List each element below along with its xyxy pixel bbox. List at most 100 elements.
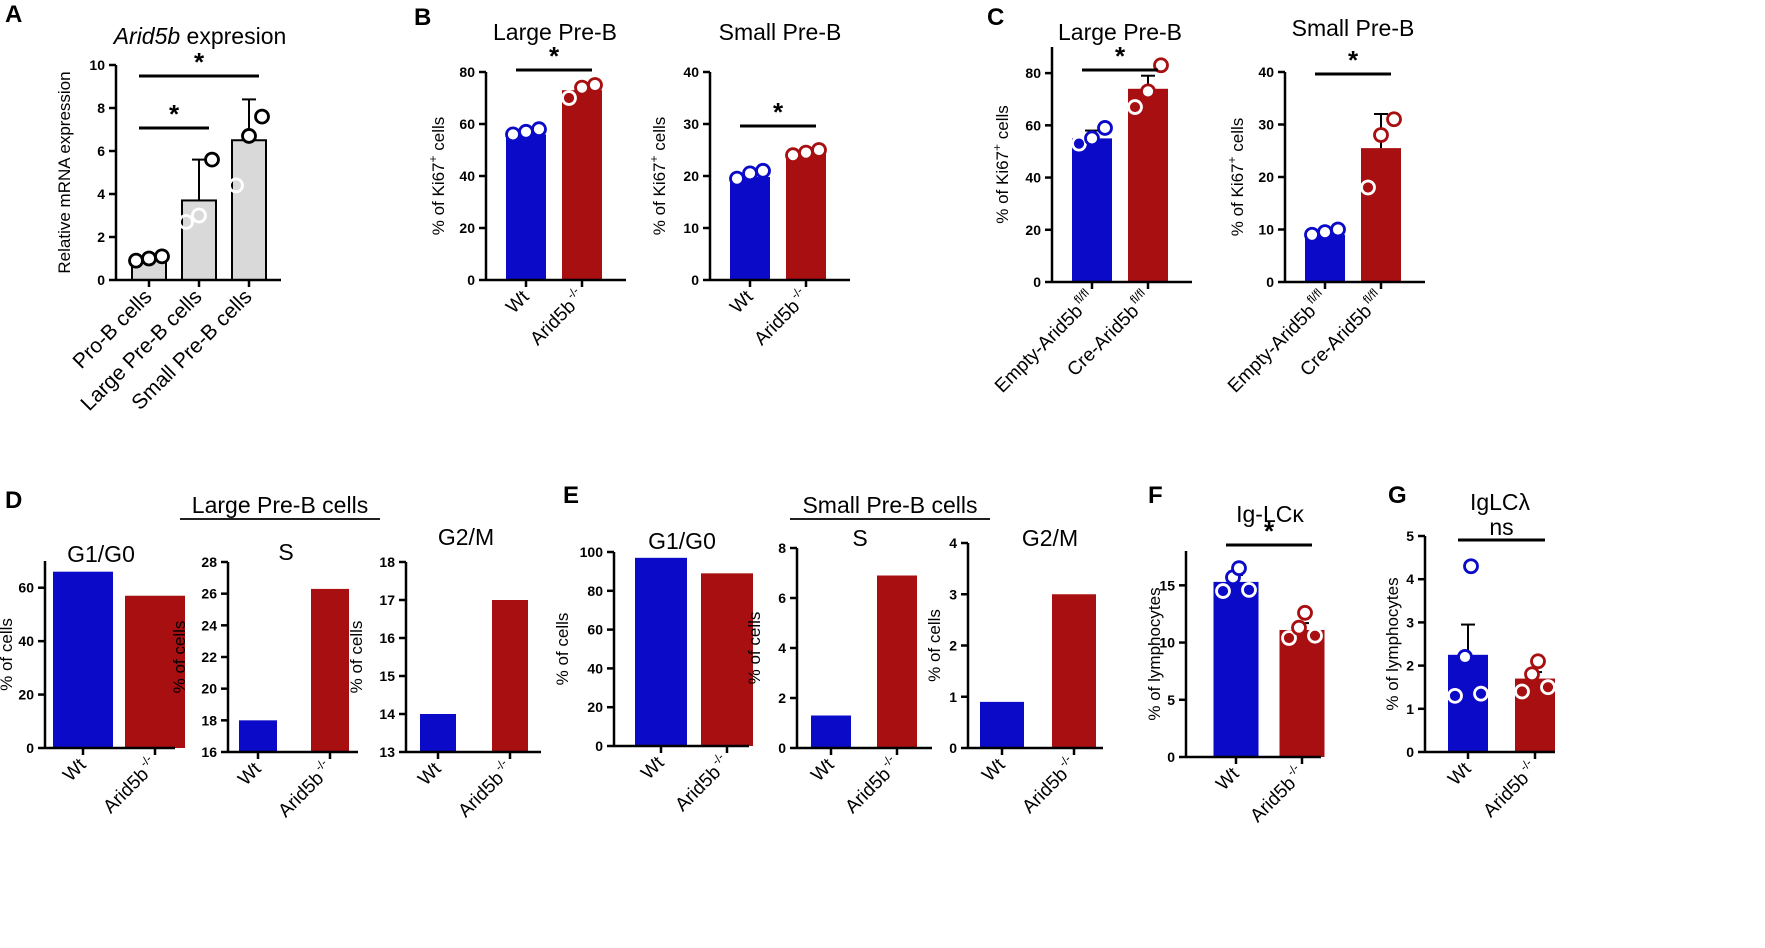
chart-e2: S 0 2 4 6 8 % of cells Wt Arid5b-/- xyxy=(745,525,932,818)
data-point xyxy=(811,142,827,158)
chart-title: Ig-LCκ xyxy=(1236,501,1304,527)
bar-0 xyxy=(980,701,1024,748)
category-name: Wt xyxy=(637,752,669,784)
chart-title: IgLCλ xyxy=(1470,489,1531,515)
y-tick-label: 0 xyxy=(691,272,699,288)
bar-1 xyxy=(562,90,602,280)
x-category-label: Arid5b-/- xyxy=(1016,752,1082,818)
y-tick-label: 0 xyxy=(595,738,603,754)
y-tick-label: 60 xyxy=(18,580,34,596)
bar-2 xyxy=(231,139,267,281)
y-tick-label: 10 xyxy=(1159,635,1175,651)
category-name: Wt xyxy=(414,758,446,790)
data-point xyxy=(1127,99,1143,115)
data-point xyxy=(742,165,758,182)
significance-label: * xyxy=(549,41,560,71)
chart-title: Arid5b expresion xyxy=(112,23,287,49)
y-axis-label: % of cells xyxy=(745,612,764,685)
chart-title: G2/M xyxy=(1022,525,1078,551)
y-tick-label: 28 xyxy=(201,554,217,570)
y-tick-label: 17 xyxy=(379,592,395,608)
x-category-label: Wt xyxy=(637,752,669,784)
chart-title: Small Pre-B xyxy=(1292,15,1415,41)
data-point xyxy=(1317,224,1333,241)
chart-title: Small Pre-B xyxy=(719,19,842,45)
category-name: Arid5b xyxy=(1018,764,1072,818)
y-tick-label: 26 xyxy=(201,586,217,602)
data-point xyxy=(254,108,270,125)
y-tick-label: 8 xyxy=(97,100,105,116)
y-tick-label: 30 xyxy=(1258,117,1274,133)
data-point xyxy=(1514,683,1530,700)
data-point xyxy=(1297,604,1313,621)
data-point xyxy=(1386,111,1402,128)
data-point xyxy=(755,162,771,179)
category-name: Wt xyxy=(59,754,91,786)
data-point xyxy=(1140,83,1156,100)
panel-label: F xyxy=(1148,482,1163,509)
y-tick-label: 30 xyxy=(683,116,699,132)
data-point xyxy=(128,252,144,269)
significance-label: * xyxy=(169,99,180,129)
y-tick-label: 4 xyxy=(778,640,786,656)
bar-1 xyxy=(1361,148,1401,282)
x-category-label: Wt xyxy=(59,754,91,786)
chart-e3: G2/M 0 1 2 3 4 % of cells Wt Arid5b-/- xyxy=(925,525,1103,818)
data-point xyxy=(1463,558,1479,575)
chart-title: G1/G0 xyxy=(648,528,716,554)
y-tick-label: 0 xyxy=(1406,744,1414,760)
bar-1 xyxy=(1128,88,1168,283)
y-tick-label: 0 xyxy=(467,272,475,288)
y-axis-label: % of lymphocytes xyxy=(1145,587,1164,720)
y-tick-label: 40 xyxy=(18,633,34,649)
significance-label: * xyxy=(1264,516,1275,546)
data-point xyxy=(1473,685,1489,702)
y-axis-label: % of Ki67+ cells xyxy=(990,105,1012,224)
bar-1 xyxy=(1515,678,1555,752)
data-point xyxy=(729,170,745,187)
chart-g: G IgLCλ 0 1 2 3 4 5 % of lymphocytes Wt Arid5b-/- n… xyxy=(1383,482,1556,822)
bar-1 xyxy=(877,575,917,748)
y-tick-label: 80 xyxy=(1025,65,1041,81)
y-axis-label: % of cells xyxy=(553,613,572,686)
significance-label: ns xyxy=(1489,514,1513,540)
panel-label: E xyxy=(563,482,579,509)
y-tick-label: 0 xyxy=(26,740,34,756)
chart-title: G2/M xyxy=(438,524,494,550)
y-tick-label: 20 xyxy=(683,168,699,184)
y-tick-label: 60 xyxy=(587,622,603,638)
panel-label: G xyxy=(1388,482,1407,509)
significance-label: * xyxy=(1348,45,1359,75)
data-point xyxy=(798,144,814,161)
x-category-label: Arid5b-/- xyxy=(669,750,735,816)
bar-1 xyxy=(125,595,185,748)
data-point xyxy=(505,126,521,143)
y-axis-label: Relative mRNA expression xyxy=(55,71,74,273)
y-tick-label: 13 xyxy=(379,744,395,760)
x-category-label: Arid5b-/- xyxy=(272,756,338,822)
data-point xyxy=(1084,130,1100,147)
data-point xyxy=(1241,582,1257,598)
x-category-label: Wt xyxy=(234,758,266,790)
y-tick-label: 8 xyxy=(778,540,786,556)
chart-b2: Small Pre-B 0 10 20 30 40 % of Ki67+ cells WtAr… xyxy=(647,19,850,350)
category-name: Arid5b xyxy=(841,764,895,818)
y-label-main: % of Ki67 xyxy=(993,151,1012,224)
y-axis-label: % of cells xyxy=(170,621,189,694)
y-tick-label: 10 xyxy=(683,220,699,236)
y-tick-label: 0 xyxy=(97,272,105,288)
y-tick-label: 4 xyxy=(949,535,957,551)
y-tick-label: 3 xyxy=(1406,614,1414,630)
x-category-label: Wt xyxy=(502,286,534,318)
data-point xyxy=(1330,221,1346,238)
chart-title: S xyxy=(852,525,867,551)
y-tick-label: 40 xyxy=(587,660,603,676)
y-label-main: % of Ki67 xyxy=(429,162,448,235)
y-tick-label: 20 xyxy=(587,699,603,715)
y-tick-label: 18 xyxy=(201,712,217,728)
data-point xyxy=(1373,127,1389,143)
category-name: Arid5b xyxy=(1479,768,1533,822)
data-point xyxy=(141,250,157,267)
chart-a: A Arid5b expresion 0 2 4 6 8 10 Relative mRNA ex… xyxy=(5,1,286,415)
